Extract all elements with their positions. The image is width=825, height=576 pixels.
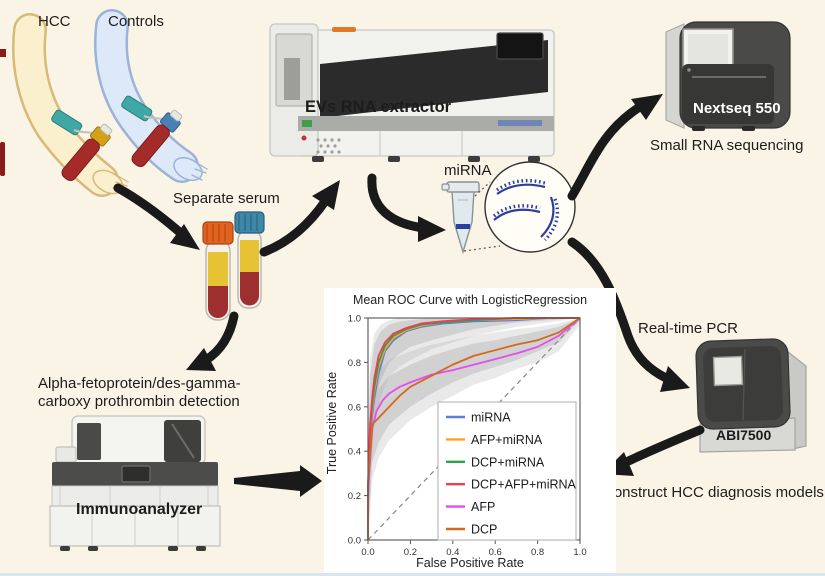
x-tick-label: 0.2 xyxy=(404,547,417,556)
controls-tourniquet xyxy=(121,95,153,122)
chart-title: Mean ROC Curve with LogisticRegression xyxy=(352,293,588,307)
arrow-tubes-to-extractor xyxy=(259,180,340,257)
x-tick-label: 0.0 xyxy=(361,547,374,556)
y-tick-label: 0.2 xyxy=(348,491,361,502)
serum-tube-blue xyxy=(234,211,265,309)
afp-dcp-detection-label: Alpha-fetoprotein/des-gamma- carboxy pro… xyxy=(38,375,241,411)
abi7500-label: ABI7500 xyxy=(716,427,772,443)
y-tick-label: 0.6 xyxy=(348,402,361,413)
controls-label: Controls xyxy=(108,13,164,30)
x-tick-label: 1.0 xyxy=(573,547,586,556)
mirna-label: miRNA xyxy=(444,162,492,179)
legend-label-AFP+miRNA: AFP+miRNA xyxy=(471,433,543,447)
legend-label-DCP+miRNA: DCP+miRNA xyxy=(471,455,545,469)
roc-curve-DCP xyxy=(367,317,581,540)
arrow-circle-to-abi7500 xyxy=(567,237,690,392)
mirna-tube-illustration xyxy=(441,181,501,255)
x-tick-label: 0.6 xyxy=(489,547,502,556)
evs-rna-extractor-illustration xyxy=(269,23,555,162)
realtime-pcr-label: Real-time PCR xyxy=(638,320,739,337)
arrow-arms-to-tubes xyxy=(113,183,200,250)
cropped-art-remnant xyxy=(0,49,6,176)
arrow-extractor-to-mirna xyxy=(367,173,446,242)
serum-tubes-illustration xyxy=(202,211,265,321)
legend-label-DCP: DCP xyxy=(471,523,497,537)
controls-blood-tube xyxy=(131,109,183,168)
nextseq-machine-illustration xyxy=(665,21,791,131)
legend-label-DCP+AFP+miRNA: DCP+AFP+miRNA xyxy=(471,478,577,492)
nextseq-label: Nextseq 550 xyxy=(693,100,781,117)
roc-plot: 0.0 0.2 0.4 0.6 0.8 1.0 0.0 0.2 0.4 0.6 0.8 1.0 miRN… xyxy=(348,314,587,557)
small-rna-sequencing-label: Small RNA sequencing xyxy=(650,137,804,154)
legend-box xyxy=(437,401,577,541)
hcc-blood-tube xyxy=(61,123,113,182)
mirna-magnifier-circle xyxy=(484,161,576,253)
chart-x-axis-label: False Positive Rate xyxy=(416,556,524,570)
window-bottom-edge xyxy=(0,573,825,576)
roc-curve-AFP xyxy=(367,317,581,540)
hcc-tourniquet xyxy=(51,109,83,136)
y-tick-label: 1.0 xyxy=(348,314,361,325)
arrow-tubes-to-afp-detection xyxy=(186,311,239,371)
arrow-circle-to-nextseq xyxy=(567,94,663,201)
roc-chart-panel: Mean ROC Curve with LogisticRegression 0… xyxy=(324,288,616,576)
arrow-immuno-to-roc xyxy=(234,465,322,497)
afp-dcp-line1: Alpha-fetoprotein/des-gamma- xyxy=(38,375,241,392)
immunoanalyzer-label: Immunoanalyzer xyxy=(76,501,203,518)
confidence-band-single-markers-outer xyxy=(368,318,580,540)
controls-arm-illustration xyxy=(94,9,208,183)
evs-extractor-label: EVs RNA extractor xyxy=(305,98,452,116)
legend-label-AFP: AFP xyxy=(471,500,495,514)
legend-label-miRNA: miRNA xyxy=(471,411,511,425)
afp-dcp-line2: carboxy prothrombin detection xyxy=(38,393,240,410)
x-tick-label: 0.8 xyxy=(531,547,544,556)
x-tick-label: 0.4 xyxy=(446,547,459,556)
chart-y-axis-label: True Positive Rate xyxy=(325,371,339,475)
hcc-arm-illustration xyxy=(12,13,129,197)
hcc-label: HCC xyxy=(38,13,71,30)
arrow-abi7500-to-models xyxy=(602,425,705,476)
separate-serum-label: Separate serum xyxy=(173,190,280,207)
abi7500-machine-illustration xyxy=(695,338,807,453)
y-tick-label: 0.8 xyxy=(348,358,361,369)
immunoanalyzer-illustration xyxy=(49,415,221,551)
y-tick-label: 0.0 xyxy=(348,536,361,547)
confidence-band-single-markers-inner xyxy=(368,318,580,540)
serum-tube-orange xyxy=(202,221,234,321)
y-tick-label: 0.4 xyxy=(348,447,361,458)
construct-models-label: Construct HCC diagnosis models xyxy=(603,484,824,501)
